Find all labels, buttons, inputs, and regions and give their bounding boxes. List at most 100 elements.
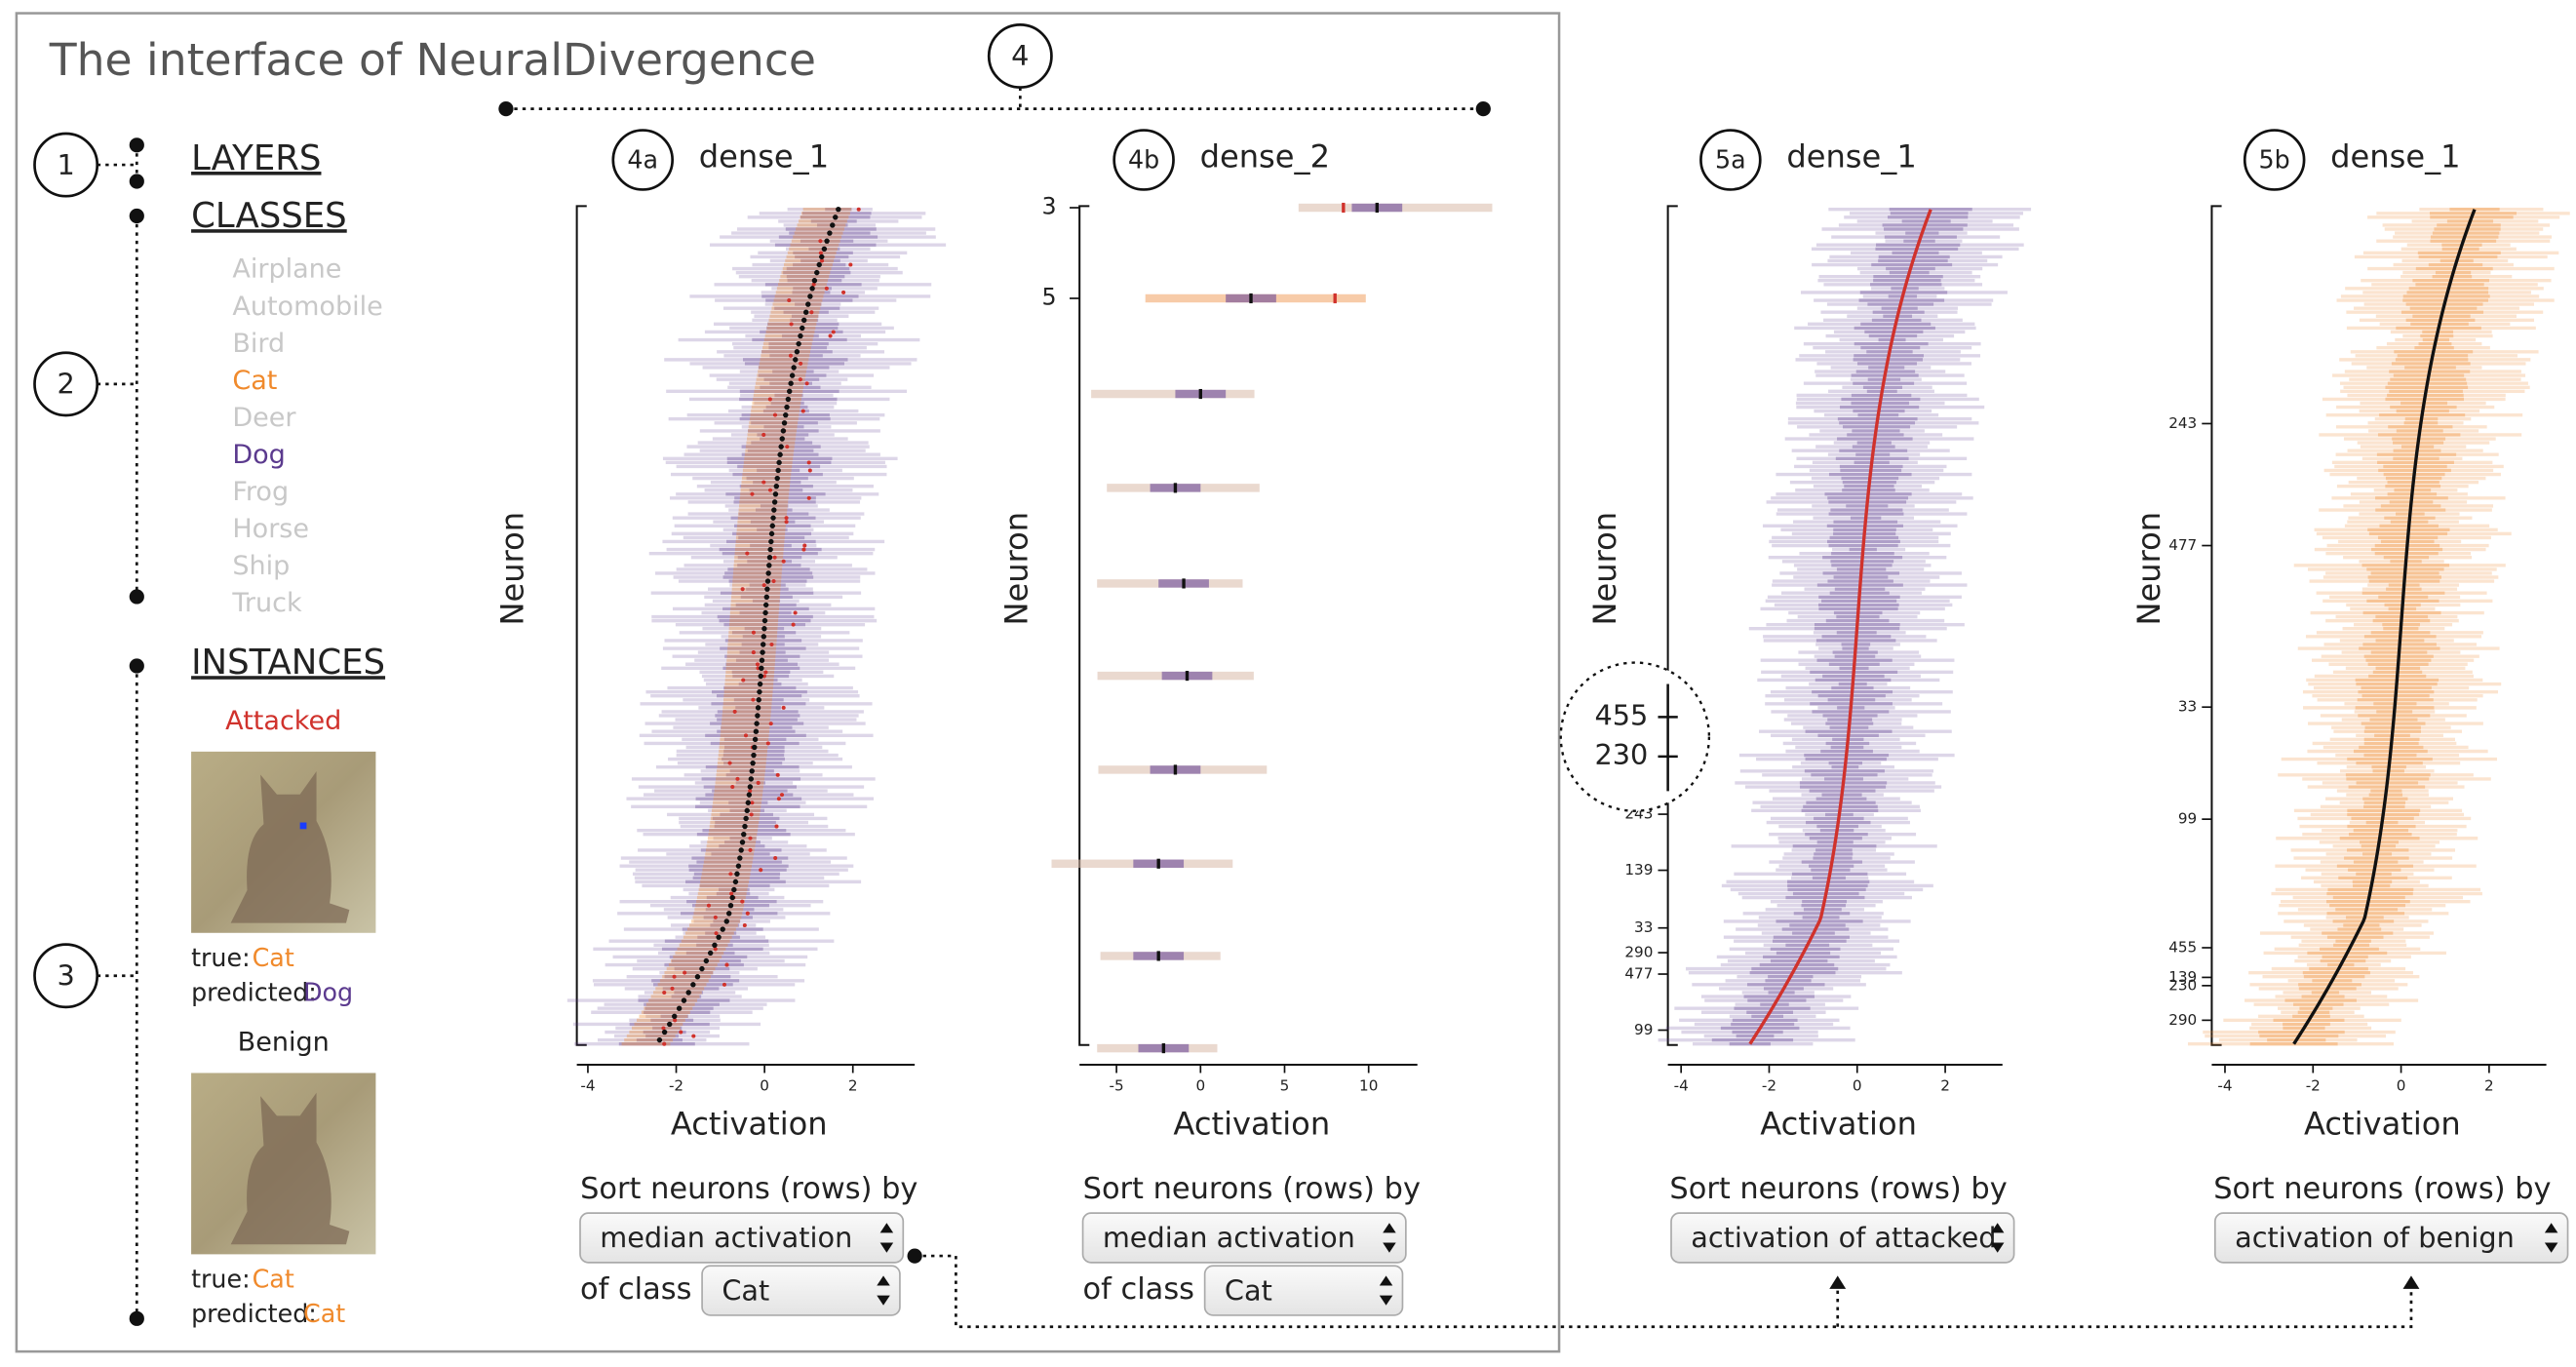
panel-callout — [1699, 129, 1762, 191]
class-item[interactable]: Automobile — [232, 292, 382, 322]
connector-end — [129, 208, 144, 224]
section-heading[interactable]: CLASSES — [191, 196, 347, 236]
y-axis — [2210, 205, 2222, 1046]
attacked-point — [775, 772, 780, 777]
class-item[interactable]: Dog — [232, 440, 286, 470]
instance-image[interactable] — [191, 751, 376, 933]
dropdown[interactable] — [2213, 1212, 2569, 1264]
callout — [33, 351, 99, 417]
attacked-point — [767, 488, 773, 492]
median-point — [753, 728, 760, 734]
median-point — [761, 617, 768, 624]
median-point — [712, 942, 718, 948]
dropdown-value: median activation — [600, 1221, 852, 1254]
class-item[interactable]: Airplane — [232, 254, 341, 285]
sort-label: Sort neurons (rows) by — [1669, 1172, 2007, 1206]
attacked-point — [801, 547, 806, 552]
panel-callout-label: 5a — [1715, 145, 1746, 175]
x-tick-label: 2 — [2484, 1076, 2494, 1094]
median-line — [1748, 209, 1932, 1045]
median-point — [742, 823, 748, 830]
panel-callout — [1112, 129, 1175, 191]
median-point — [771, 499, 778, 505]
perturbation — [299, 822, 307, 830]
median-point — [807, 293, 813, 299]
x-tick-label: 2 — [1940, 1076, 1950, 1094]
median-point — [737, 855, 743, 861]
section-heading[interactable]: INSTANCES — [191, 643, 385, 683]
median-point — [747, 784, 754, 790]
median-point — [774, 475, 780, 482]
attacked-point — [713, 947, 718, 952]
dropdown[interactable] — [701, 1265, 901, 1316]
attacked-point — [727, 761, 732, 765]
median-point — [732, 879, 739, 885]
dropdown[interactable] — [1203, 1265, 1404, 1316]
median-point — [752, 736, 759, 743]
attacked-point — [751, 650, 756, 655]
median-point — [748, 776, 755, 782]
median-point — [811, 278, 818, 284]
class-item[interactable]: Frog — [232, 477, 289, 507]
dropdown-arrows — [1379, 1275, 1393, 1306]
connector-end — [129, 589, 144, 605]
attacked-point — [828, 333, 833, 338]
zoom-lens — [1559, 661, 1711, 812]
class-label: of class — [1083, 1272, 1194, 1307]
median-point — [776, 459, 782, 466]
median-point — [775, 467, 781, 474]
median-mark — [1173, 764, 1178, 775]
median-point — [681, 997, 687, 1003]
median-point — [770, 515, 776, 521]
attacked-point — [788, 353, 794, 358]
median-point — [787, 388, 793, 395]
class-item[interactable]: Deer — [232, 403, 296, 433]
median-point — [824, 238, 830, 244]
predicted-class: Cat — [303, 1299, 345, 1328]
callout-label: 2 — [57, 368, 74, 401]
attacked-point — [749, 812, 754, 817]
median-point — [661, 1029, 668, 1035]
median-point — [727, 903, 734, 909]
activation-view — [1658, 208, 2032, 1046]
attacked-point — [798, 377, 802, 382]
dropdown[interactable] — [1670, 1212, 2015, 1264]
median-point — [656, 1036, 663, 1043]
dropdown[interactable] — [579, 1212, 905, 1264]
attacked-point — [806, 460, 811, 465]
median-point — [767, 546, 773, 553]
median-point — [793, 357, 799, 363]
attacked-point — [776, 797, 781, 801]
attacked-point — [759, 868, 763, 873]
median-point — [738, 847, 744, 853]
median-point — [800, 317, 807, 324]
median-point — [723, 918, 729, 924]
median-point — [755, 713, 761, 719]
class-item[interactable]: Ship — [232, 551, 290, 581]
median-point — [757, 681, 763, 687]
median-mark — [1156, 858, 1160, 869]
class-item[interactable]: Cat — [232, 366, 277, 396]
median-point — [703, 957, 710, 964]
attacked-point — [740, 587, 745, 592]
attacked-point — [761, 480, 766, 485]
section-heading[interactable]: LAYERS — [191, 138, 321, 178]
median-mark — [1161, 1043, 1166, 1054]
callout-label: 4 — [1011, 39, 1029, 72]
attacked-point — [806, 495, 811, 500]
class-item[interactable]: Truck — [231, 588, 302, 618]
median-point — [784, 404, 790, 410]
x-tick-label: -2 — [1762, 1076, 1776, 1094]
class-item[interactable]: Bird — [232, 329, 285, 359]
instance-image[interactable] — [191, 1073, 376, 1255]
x-axis-label: Activation — [671, 1106, 828, 1143]
median-point — [716, 934, 722, 940]
neuron-label: 139 — [2168, 968, 2197, 986]
median-point — [731, 886, 737, 893]
neuron-label: 455 — [2168, 938, 2197, 956]
dropdown[interactable] — [1081, 1212, 1407, 1264]
class-item[interactable]: Horse — [232, 514, 309, 544]
attacked-point — [743, 733, 749, 738]
